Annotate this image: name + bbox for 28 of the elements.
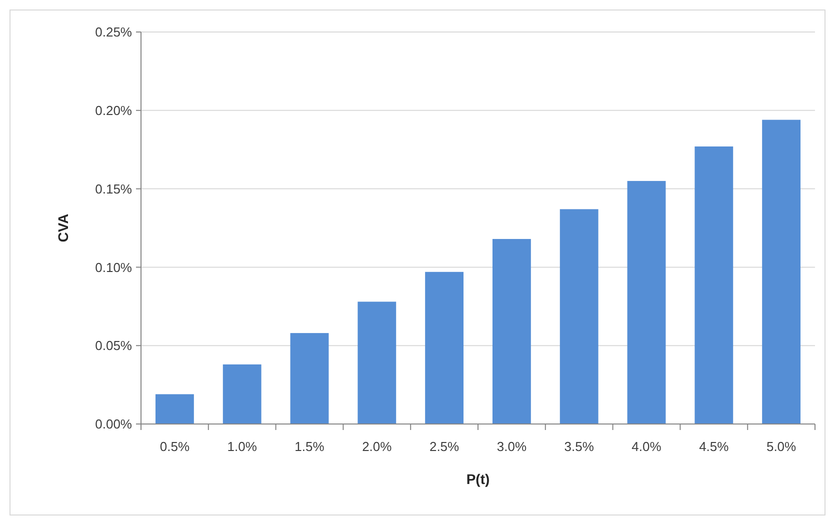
bar bbox=[155, 394, 194, 424]
y-tick-label: 0.25% bbox=[95, 24, 132, 40]
y-tick-label: 0.00% bbox=[95, 416, 132, 432]
x-tick-label: 0.5% bbox=[160, 439, 190, 454]
bar bbox=[694, 146, 734, 424]
bar bbox=[627, 180, 666, 424]
y-tick-label: 0.15% bbox=[95, 181, 132, 196]
x-tick-label: 5.0% bbox=[766, 439, 797, 454]
y-tick-label: 0.20% bbox=[95, 102, 132, 118]
x-tick-label: 4.0% bbox=[632, 439, 662, 454]
x-tick-label: 3.0% bbox=[496, 439, 527, 454]
x-tick-label: 2.5% bbox=[429, 439, 460, 454]
x-axis-title: P(t) bbox=[466, 471, 490, 487]
bar bbox=[762, 120, 801, 424]
y-axis-title: CVA bbox=[55, 214, 71, 242]
bar bbox=[425, 272, 464, 424]
bar bbox=[492, 238, 531, 424]
bar bbox=[222, 364, 262, 424]
x-tick-label: 4.5% bbox=[699, 439, 730, 454]
y-tick-label: 0.10% bbox=[95, 260, 132, 275]
bar bbox=[290, 333, 329, 424]
y-tick-label: 0.05% bbox=[95, 338, 132, 354]
x-tick-label: 2.0% bbox=[362, 439, 392, 454]
bar bbox=[560, 209, 598, 424]
x-tick-label: 3.5% bbox=[564, 439, 594, 454]
x-tick-label: 1.0% bbox=[227, 439, 258, 454]
bar bbox=[358, 302, 396, 424]
x-tick-label: 1.5% bbox=[294, 439, 325, 454]
